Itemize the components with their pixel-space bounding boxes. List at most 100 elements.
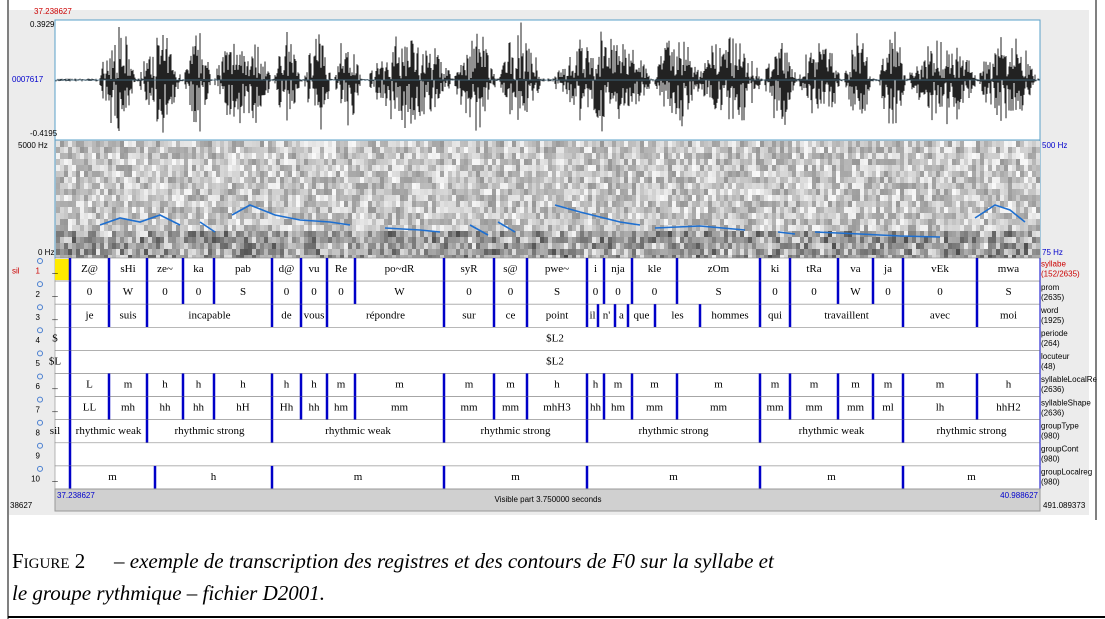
- spectrogram-cell: [284, 249, 288, 255]
- spectrogram-cell: [436, 165, 440, 171]
- spectrogram-cell: [572, 213, 576, 219]
- spectrogram-cell: [372, 201, 376, 207]
- spectrogram-cell: [532, 243, 536, 249]
- spectrogram-cell: [272, 171, 276, 177]
- spectrogram-cell: [200, 231, 204, 237]
- spectrogram-cell: [232, 219, 236, 225]
- spectrogram-cell: [68, 225, 72, 231]
- spectrogram-cell: [556, 207, 560, 213]
- spectrogram-cell: [692, 219, 696, 225]
- spectrogram-cell: [320, 201, 324, 207]
- spectrogram-cell: [900, 219, 904, 225]
- spectrogram-cell: [108, 249, 112, 255]
- spectrogram-cell: [604, 141, 608, 147]
- spectrogram-cell: [676, 189, 680, 195]
- spectrogram-cell: [888, 243, 892, 249]
- spectrogram-cell: [716, 183, 720, 189]
- spectrogram-cell: [628, 243, 632, 249]
- spectrogram-cell: [76, 141, 80, 147]
- spectrogram-cell: [936, 207, 940, 213]
- spectrogram-cell: [600, 183, 604, 189]
- spectrogram-cell: [588, 183, 592, 189]
- spectrogram-cell: [508, 147, 512, 153]
- spectrogram-cell: [960, 243, 964, 249]
- spectrogram-cell: [824, 225, 828, 231]
- spectrogram-cell: [248, 183, 252, 189]
- spectrogram-cell: [976, 195, 980, 201]
- spectrogram-cell: [364, 231, 368, 237]
- spectrogram-cell: [664, 249, 668, 255]
- spectrogram-cell: [524, 165, 528, 171]
- spectrogram-cell: [144, 207, 148, 213]
- spectrogram-cell: [936, 201, 940, 207]
- spectrogram-cell: [572, 183, 576, 189]
- spectrogram-cell: [456, 231, 460, 237]
- spectrogram-cell: [1028, 225, 1032, 231]
- spectrogram-cell: [584, 153, 588, 159]
- spectrogram-cell: [172, 189, 176, 195]
- spectrogram-cell: [544, 213, 548, 219]
- spectrogram-cell: [540, 231, 544, 237]
- spectrogram-cell: [120, 243, 124, 249]
- spectrogram-cell: [932, 201, 936, 207]
- spectrogram-cell: [220, 213, 224, 219]
- spectrogram-cell: [752, 177, 756, 183]
- spectrogram-cell: [520, 153, 524, 159]
- spectrogram-cell: [264, 195, 268, 201]
- spectrogram-cell: [164, 147, 168, 153]
- spectrogram-cell: [748, 165, 752, 171]
- spectrogram-cell: [220, 159, 224, 165]
- spectrogram-cell: [124, 195, 128, 201]
- spectrogram-cell: [880, 207, 884, 213]
- spectrogram-cell: [316, 159, 320, 165]
- spectrogram-cell: [444, 159, 448, 165]
- spectrogram-cell: [952, 159, 956, 165]
- spectrogram-cell: [428, 159, 432, 165]
- spectrogram-cell: [764, 165, 768, 171]
- spectrogram-cell: [732, 177, 736, 183]
- spectrogram-cell: [324, 213, 328, 219]
- spectrogram-cell: [740, 177, 744, 183]
- spectrogram-cell: [620, 141, 624, 147]
- spectrogram-cell: [104, 189, 108, 195]
- spectrogram-cell: [448, 237, 452, 243]
- spectrogram-cell: [228, 231, 232, 237]
- spectrogram-cell: [180, 195, 184, 201]
- spectrogram-cell: [352, 207, 356, 213]
- spectrogram-cell: [628, 165, 632, 171]
- spectrogram-cell: [1028, 207, 1032, 213]
- spectrogram-cell: [212, 183, 216, 189]
- spectrogram-cell: [472, 249, 476, 255]
- spectrogram-cell: [484, 243, 488, 249]
- spectrogram-cell: [444, 165, 448, 171]
- spectrogram-cell: [80, 237, 84, 243]
- spectrogram-cell: [868, 177, 872, 183]
- spectrogram-cell: [928, 159, 932, 165]
- spectrogram-cell: [528, 237, 532, 243]
- spectrogram-cell: [872, 213, 876, 219]
- spectrogram-cell: [396, 189, 400, 195]
- spectrogram-cell: [908, 141, 912, 147]
- spectrogram-cell: [628, 213, 632, 219]
- spectrogram-cell: [876, 231, 880, 237]
- spectrogram-cell: [992, 153, 996, 159]
- spectrogram-cell: [772, 231, 776, 237]
- spectrogram-cell: [936, 189, 940, 195]
- spectrogram-cell: [816, 249, 820, 255]
- spectrogram-cell: [896, 171, 900, 177]
- spectrogram-cell: [612, 243, 616, 249]
- spectrogram-cell: [320, 213, 324, 219]
- spectrogram-cell: [868, 153, 872, 159]
- spectrogram-cell: [372, 219, 376, 225]
- spectrogram-cell: [536, 201, 540, 207]
- spectrogram-cell: [688, 219, 692, 225]
- spectrogram-cell: [576, 195, 580, 201]
- spectrogram-cell: [188, 159, 192, 165]
- spectrogram-cell: [64, 141, 68, 147]
- spectrogram-cell: [376, 189, 380, 195]
- spectrogram-cell: [1004, 213, 1008, 219]
- spectrogram-cell: [100, 231, 104, 237]
- spectrogram-cell: [208, 177, 212, 183]
- spectrogram-cell: [428, 183, 432, 189]
- spectrogram-cell: [148, 177, 152, 183]
